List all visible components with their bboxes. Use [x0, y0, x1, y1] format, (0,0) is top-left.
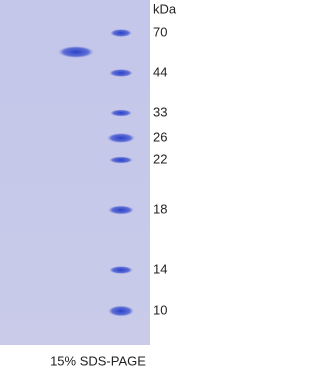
- marker-label: 44: [153, 64, 167, 79]
- marker-band: [108, 305, 134, 317]
- marker-band: [109, 156, 133, 164]
- marker-band: [109, 266, 133, 274]
- marker-label: 26: [153, 129, 167, 144]
- marker-label: 22: [153, 151, 167, 166]
- marker-label: 70: [153, 24, 167, 39]
- caption: 15% SDS-PAGE: [50, 353, 146, 368]
- marker-band: [108, 205, 134, 215]
- marker-label: 18: [153, 201, 167, 216]
- marker-band: [109, 69, 133, 77]
- marker-label: 14: [153, 261, 167, 276]
- marker-label: 10: [153, 302, 167, 317]
- marker-band: [107, 133, 135, 143]
- sample-band: [58, 46, 94, 58]
- gel-figure: kDa 15% SDS-PAGE 70 44 33 26 22 18 14 10: [0, 0, 177, 368]
- marker-band: [110, 29, 132, 37]
- unit-label: kDa: [153, 1, 177, 16]
- page: {"gel": {"unit_label": "kDa", "markers":…: [0, 0, 177, 369]
- marker-band: [110, 109, 132, 117]
- marker-label: 33: [153, 104, 167, 119]
